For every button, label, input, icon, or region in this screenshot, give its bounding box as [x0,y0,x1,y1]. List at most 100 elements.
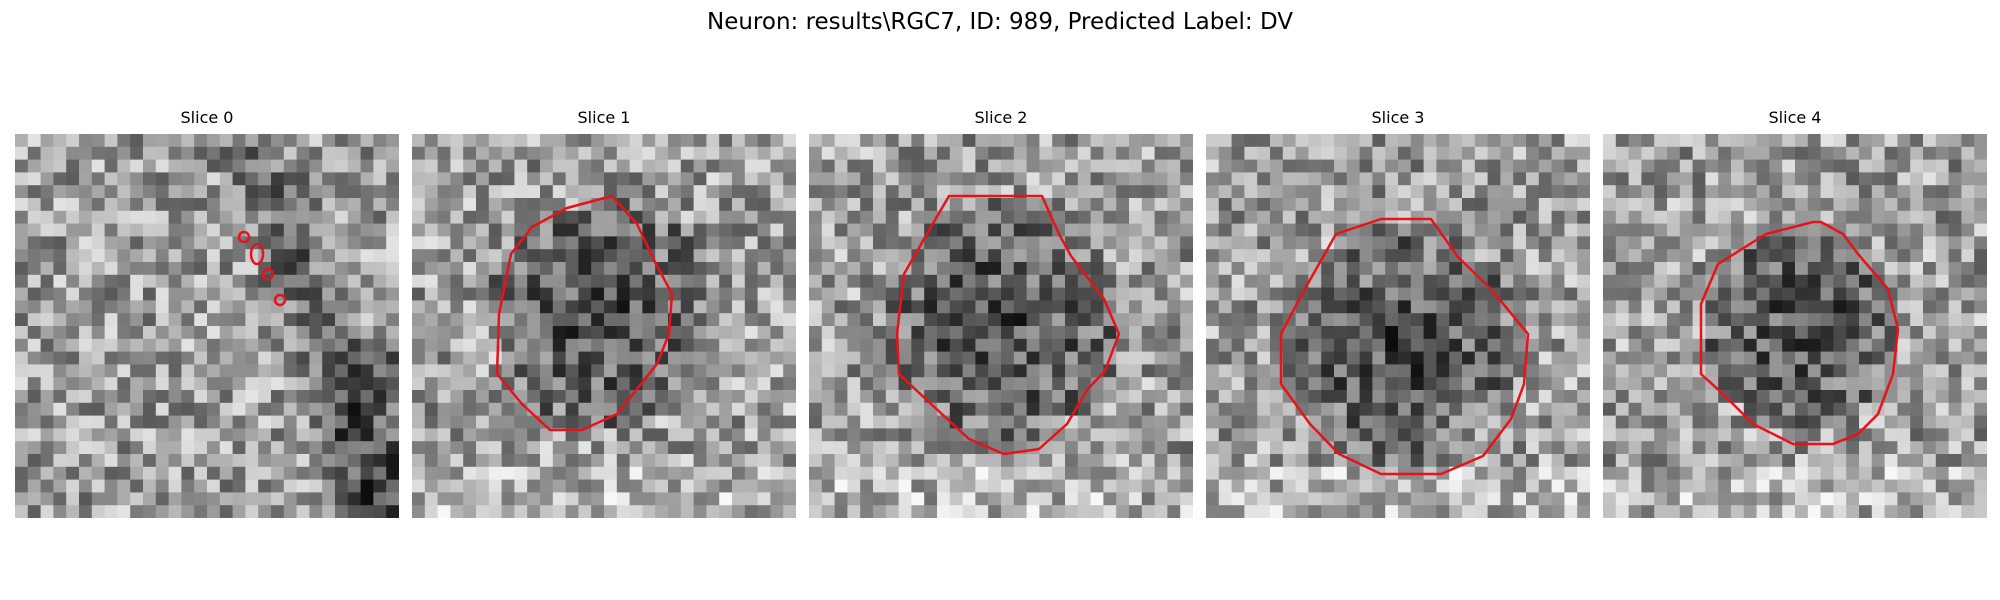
pixel [1628,262,1642,276]
pixel [834,377,848,391]
pixel [1692,415,1706,429]
pixel [770,479,784,493]
pixel [1782,262,1796,276]
pixel [1141,441,1155,455]
pixel [1692,402,1706,416]
pixel [1449,441,1463,455]
pixel [744,351,758,365]
pixel [1103,402,1117,416]
pixel [463,326,477,340]
pixel [1718,185,1732,199]
pixel [1615,454,1629,468]
pixel [565,236,579,250]
pixel [1167,223,1181,237]
pixel [1935,351,1949,365]
pixel [1385,377,1399,391]
pixel [501,210,515,224]
pixel [937,428,951,442]
pixel [757,198,771,212]
pixel [1449,313,1463,327]
pixel [1756,338,1770,352]
roi-contour [895,194,1121,456]
pixel [1654,172,1668,186]
pixel [809,262,823,276]
pixel [1141,287,1155,301]
pixel [527,262,541,276]
pixel [783,198,796,212]
pixel [1013,338,1027,352]
pixel [309,454,323,468]
pixel [1603,300,1617,314]
pixel [680,415,694,429]
pixel [373,428,387,442]
pixel [937,159,951,173]
pixel [1282,351,1296,365]
pixel [1961,377,1975,391]
pixel [1052,313,1066,327]
pixel [668,159,682,173]
pixel [1513,338,1527,352]
pixel [1756,492,1770,506]
pixel [847,492,861,506]
pixel [1206,262,1220,276]
pixel [873,377,887,391]
pixel [1039,287,1053,301]
pixel [155,428,169,442]
pixel [1423,415,1437,429]
pixel [1052,492,1066,506]
pixel [232,274,246,288]
pixel [1833,492,1847,506]
pixel [1538,505,1552,518]
pixel [1487,390,1501,404]
pixel [1077,300,1091,314]
pixel [1270,454,1284,468]
pixel [1667,338,1681,352]
pixel [219,454,233,468]
pixel [1308,479,1322,493]
pixel [130,210,144,224]
pixel [1833,351,1847,365]
pixel [1218,262,1232,276]
pixel [271,313,285,327]
pixel [1769,441,1783,455]
pixel [168,415,182,429]
pixel [194,415,208,429]
pixel [1615,287,1629,301]
pixel [1065,262,1079,276]
pixel [168,198,182,212]
pixel [1679,377,1693,391]
pixel [911,300,925,314]
pixel [1859,326,1873,340]
pixel [155,287,169,301]
pixel [437,223,451,237]
pixel [1935,249,1949,263]
pixel [1628,326,1642,340]
pixel [1180,198,1193,212]
pixel [1526,274,1540,288]
pixel [322,223,336,237]
pixel [335,479,349,493]
pixel [1961,134,1975,148]
pixel [1769,249,1783,263]
pixel [1449,402,1463,416]
pixel [1923,313,1937,327]
pixel [207,313,221,327]
pixel [1692,300,1706,314]
pixel [1705,210,1719,224]
pixel [1398,326,1412,340]
pixel [1180,415,1193,429]
pixel [1833,146,1847,160]
pixel [232,492,246,506]
pixel [616,159,630,173]
pixel [821,492,835,506]
pixel [488,172,502,186]
pixel [501,198,515,212]
pixel [168,454,182,468]
pixel [1667,185,1681,199]
pixel [1833,454,1847,468]
pixel [1513,198,1527,212]
pixel [693,185,707,199]
pixel [360,236,374,250]
pixel [1577,185,1590,199]
pixel [732,223,746,237]
